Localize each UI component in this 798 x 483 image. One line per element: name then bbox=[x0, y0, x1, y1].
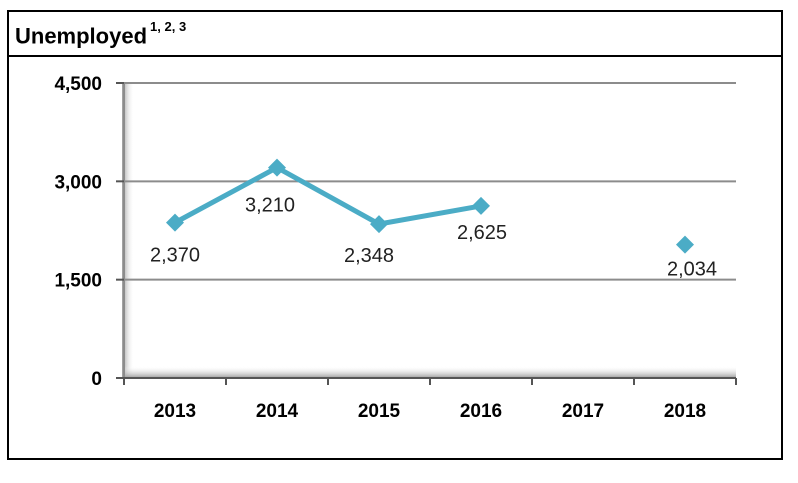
x-tick-label: 2014 bbox=[256, 401, 299, 422]
x-tick-label: 2016 bbox=[460, 401, 502, 422]
x-tick-label: 2018 bbox=[664, 401, 706, 422]
data-label: 2,625 bbox=[457, 222, 507, 244]
chart-title: Unemployed 1, 2, 3 bbox=[15, 19, 186, 49]
series-line-segment bbox=[172, 165, 484, 227]
data-label: 2,370 bbox=[150, 245, 200, 267]
y-tick-label: 4,500 bbox=[54, 74, 102, 95]
plot-floor-shadow bbox=[124, 366, 736, 378]
data-point-marker bbox=[370, 215, 388, 234]
tick-labels: 0 1,500 3,000 4,500 2013 2014 2015 2016 2017 2018 bbox=[54, 74, 706, 422]
data-label: 3,210 bbox=[245, 195, 295, 217]
data-point-marker bbox=[472, 196, 490, 215]
data-series bbox=[166, 158, 694, 254]
chart-frame: Unemployed 1, 2, 3 bbox=[7, 10, 783, 460]
footnote-refs: 1, 2, 3 bbox=[150, 19, 187, 34]
data-point-marker bbox=[676, 235, 694, 254]
plot-area-shadow bbox=[122, 83, 736, 378]
y-tick-label: 3,000 bbox=[54, 172, 102, 193]
x-tick-label: 2015 bbox=[358, 401, 401, 422]
x-tick-label: 2013 bbox=[154, 401, 196, 422]
data-point-marker bbox=[268, 158, 286, 177]
gridlines bbox=[124, 82, 736, 281]
axes bbox=[116, 82, 737, 385]
y-tick-label: 0 bbox=[91, 369, 102, 390]
data-label: 2,348 bbox=[344, 245, 394, 267]
title-bar: Unemployed 1, 2, 3 bbox=[9, 12, 781, 57]
y-tick-label: 1,500 bbox=[54, 271, 102, 292]
data-labels: 2,370 3,210 2,348 2,625 2,034 bbox=[150, 195, 717, 281]
chart-title-text: Unemployed bbox=[15, 23, 148, 49]
data-label: 2,034 bbox=[667, 259, 717, 281]
data-point-marker bbox=[166, 213, 184, 232]
x-tick-label: 2017 bbox=[562, 401, 604, 422]
